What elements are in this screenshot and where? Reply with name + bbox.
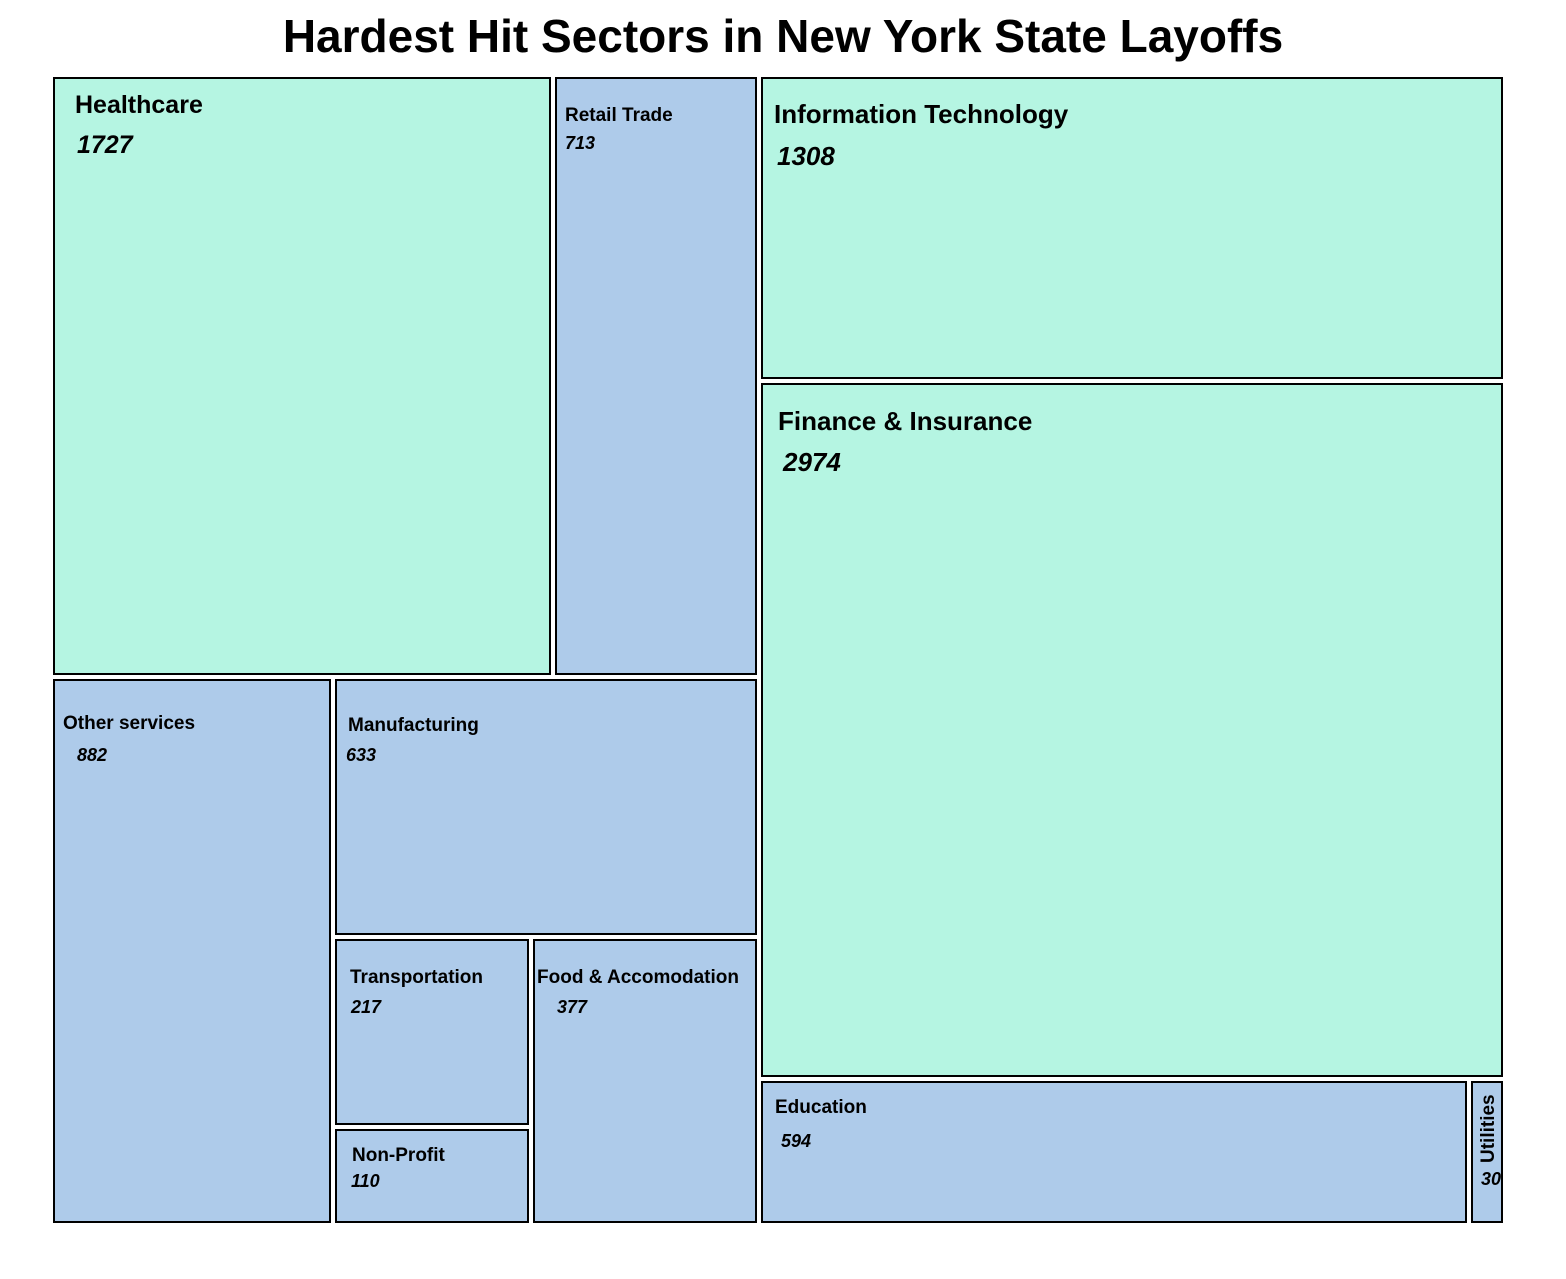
tile-value: 2974 <box>783 447 841 477</box>
tile-value: 633 <box>346 745 377 765</box>
tile-value: 882 <box>77 745 108 765</box>
treemap-tile: Utilities 30 <box>1471 1081 1503 1223</box>
treemap-tile: Finance & Insurance 2974 <box>761 383 1503 1077</box>
tile-value: 1308 <box>777 141 835 171</box>
treemap-tile: Information Technology 1308 <box>761 77 1503 379</box>
tile-label: Other services <box>63 713 196 734</box>
treemap-tile: Food & Accomodation 377 <box>533 939 757 1223</box>
tile-label: Healthcare <box>75 91 203 119</box>
treemap-tile: Other services 882 <box>53 679 331 1223</box>
chart-title: Hardest Hit Sectors in New York State La… <box>282 10 1284 62</box>
tile-value: 1727 <box>77 131 133 159</box>
treemap-tile: Retail Trade 713 <box>555 77 757 675</box>
tile-value: 30 <box>1481 1169 1502 1189</box>
tile-label: Non-Profit <box>352 1145 445 1166</box>
tile-label: Information Technology <box>774 99 1069 129</box>
tile-label: Utilities <box>1478 1094 1499 1163</box>
tile-value: 594 <box>781 1131 812 1151</box>
tile-label: Education <box>775 1097 867 1118</box>
treemap-tile: Manufacturing 633 <box>335 679 757 935</box>
tile-value: 110 <box>351 1171 380 1191</box>
tile-label: Finance & Insurance <box>778 406 1033 436</box>
treemap-tile: Healthcare 1727 <box>53 77 551 675</box>
treemap-tile: Non-Profit 110 <box>335 1129 529 1223</box>
tile-label: Retail Trade <box>565 105 673 126</box>
tile-value: 713 <box>565 133 596 153</box>
treemap-tile: Education 594 <box>761 1081 1467 1223</box>
treemap-tile: Transportation 217 <box>335 939 529 1125</box>
tile-label: Food & Accomodation <box>537 967 739 988</box>
tile-label: Manufacturing <box>348 715 479 736</box>
tile-label: Transportation <box>350 967 484 988</box>
tile-value: 217 <box>351 997 382 1017</box>
tile-value: 377 <box>557 997 588 1017</box>
